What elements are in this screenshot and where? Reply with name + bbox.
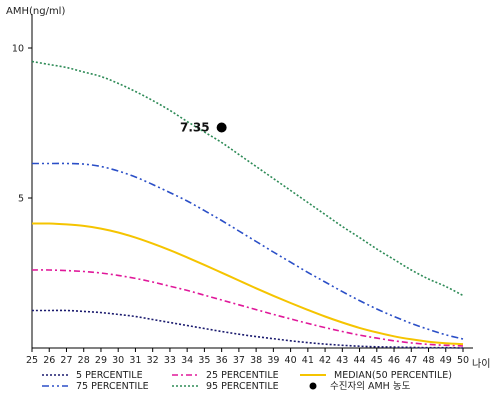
series-line-median-50-percentile bbox=[31, 222, 464, 346]
legend-label: 25 PERCENTILE bbox=[206, 370, 279, 381]
x-tick-label: 37 bbox=[233, 355, 245, 366]
series-line-75-percentile bbox=[32, 162, 464, 340]
legend-label: 수진자의 AMH 농도 bbox=[330, 381, 411, 392]
series-line-95-percentile bbox=[31, 60, 464, 297]
chart-axes: 5 10 25 26 27 28 29 30 31 32 33 34 35 36 37 38 39 40 41 42 4… bbox=[6, 6, 490, 370]
legend: 5 PERCENTILE 25 PERCENTILE MEDIAN(50 PERCE… bbox=[42, 370, 452, 392]
x-tick-label: 50 bbox=[457, 355, 469, 366]
legend-label: 5 PERCENTILE bbox=[76, 370, 143, 381]
legend-marker-swatch bbox=[309, 382, 317, 390]
legend-label: MEDIAN(50 PERCENTILE) bbox=[334, 370, 452, 381]
x-tick-label: 47 bbox=[405, 355, 417, 366]
x-tick-label: 44 bbox=[354, 355, 366, 366]
x-tick-label: 30 bbox=[112, 355, 124, 366]
x-tick-label: 43 bbox=[336, 355, 348, 366]
x-tick-label: 35 bbox=[198, 355, 210, 366]
x-tick-label: 42 bbox=[319, 355, 331, 366]
x-tick-label: 41 bbox=[302, 355, 314, 366]
x-tick-label: 34 bbox=[181, 355, 193, 366]
x-tick-label: 31 bbox=[129, 355, 141, 366]
series-layer bbox=[31, 60, 464, 349]
series-line-25-percentile bbox=[31, 269, 464, 347]
x-tick-label: 48 bbox=[422, 355, 434, 366]
patient-amh-label: 7.35 bbox=[180, 121, 210, 135]
legend-label: 75 PERCENTILE bbox=[76, 381, 149, 392]
y-axis-label: AMH(ng/ml) bbox=[6, 6, 65, 17]
x-tick-label: 36 bbox=[216, 355, 228, 366]
x-tick-label: 49 bbox=[440, 355, 452, 366]
x-tick-label: 29 bbox=[95, 355, 107, 366]
x-tick-label: 32 bbox=[147, 355, 159, 366]
x-tick-label: 40 bbox=[285, 355, 297, 366]
y-tick-label: 5 bbox=[18, 194, 24, 205]
x-tick-label: 45 bbox=[371, 355, 383, 366]
marker-layer: 7.35 bbox=[180, 121, 227, 135]
x-tick-label: 38 bbox=[250, 355, 262, 366]
x-tick-label: 33 bbox=[164, 355, 176, 366]
x-tick-label: 28 bbox=[78, 355, 90, 366]
x-axis-label: 나이 bbox=[472, 358, 490, 370]
x-tick-label: 27 bbox=[60, 355, 72, 366]
x-tick-label: 26 bbox=[43, 355, 55, 366]
legend-label: 95 PERCENTILE bbox=[206, 381, 279, 392]
x-tick-label: 25 bbox=[26, 355, 38, 366]
patient-amh-marker bbox=[216, 122, 227, 133]
series-line-5-percentile bbox=[32, 309, 464, 349]
x-tick-label: 46 bbox=[388, 355, 400, 366]
y-tick-label: 10 bbox=[12, 44, 24, 55]
x-tick-label: 39 bbox=[267, 355, 279, 366]
